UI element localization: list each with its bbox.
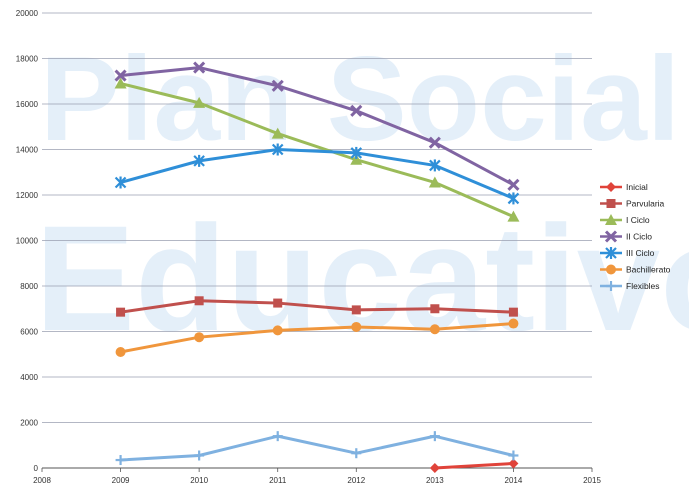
series-flexibles	[116, 431, 519, 465]
legend-item-bachillerato: Bachillerato	[600, 265, 671, 275]
legend-item-inicial: Inicial	[600, 182, 648, 192]
y-tick-label: 10000	[16, 237, 39, 246]
watermark: Plan Social Educativo	[35, 32, 689, 362]
data-point-flexibles	[116, 455, 126, 465]
watermark-line-2: Educativo	[35, 194, 689, 362]
data-point-flexibles	[194, 450, 204, 460]
y-tick-label: 12000	[16, 191, 39, 200]
y-tick-label: 18000	[16, 55, 39, 64]
series-line-flexibles	[121, 436, 514, 460]
data-point-bachillerato	[430, 324, 440, 334]
data-point-bachillerato	[116, 347, 126, 357]
legend-label: Parvularia	[626, 199, 665, 209]
x-tick-label: 2013	[426, 476, 444, 485]
data-point-parvularia	[195, 296, 204, 305]
series-line-inicial	[435, 463, 514, 468]
y-tick-label: 4000	[20, 373, 38, 382]
legend-item-parvularia: Parvularia	[600, 199, 665, 209]
data-point-parvularia	[430, 304, 439, 313]
data-point-bachillerato	[508, 319, 518, 329]
legend-marker	[607, 199, 616, 208]
y-tick-label: 16000	[16, 100, 39, 109]
legend-item-iii-ciclo: III Ciclo	[600, 247, 655, 259]
data-point-bachillerato	[351, 322, 361, 332]
x-tick-label: 2008	[33, 476, 51, 485]
series-inicial	[430, 458, 519, 473]
data-point-flexibles	[351, 448, 361, 458]
data-point-flexibles	[508, 450, 518, 460]
legend-label: II Ciclo	[626, 232, 652, 242]
watermark-line-1: Plan Social	[40, 32, 680, 166]
data-point-ii-ciclo	[508, 180, 518, 190]
data-point-flexibles	[273, 431, 283, 441]
legend-label: Bachillerato	[626, 265, 671, 275]
legend-marker	[606, 182, 616, 192]
y-tick-label: 6000	[20, 328, 38, 337]
y-tick-label: 14000	[16, 146, 39, 155]
legend-label: I Ciclo	[626, 215, 650, 225]
y-tick-label: 2000	[20, 419, 38, 428]
data-point-inicial	[430, 463, 440, 473]
data-point-parvularia	[273, 299, 282, 308]
x-tick-label: 2011	[269, 476, 287, 485]
x-tick-label: 2015	[583, 476, 601, 485]
legend-item-ii-ciclo: II Ciclo	[600, 232, 652, 242]
legend-marker	[606, 265, 616, 275]
data-point-flexibles	[430, 431, 440, 441]
x-tick-label: 2014	[505, 476, 523, 485]
legend-label: Inicial	[626, 182, 648, 192]
data-point-parvularia	[116, 308, 125, 317]
y-tick-label: 20000	[16, 9, 39, 18]
x-tick-label: 2009	[112, 476, 130, 485]
legend-label: Flexibles	[626, 281, 660, 291]
x-tick-label: 2012	[347, 476, 365, 485]
y-tick-label: 8000	[20, 282, 38, 291]
x-tick-label: 2010	[190, 476, 208, 485]
y-tick-label: 0	[34, 464, 39, 473]
data-point-parvularia	[352, 305, 361, 314]
data-point-bachillerato	[273, 325, 283, 335]
data-point-parvularia	[509, 308, 518, 317]
data-point-bachillerato	[194, 332, 204, 342]
legend-label: III Ciclo	[626, 248, 655, 258]
